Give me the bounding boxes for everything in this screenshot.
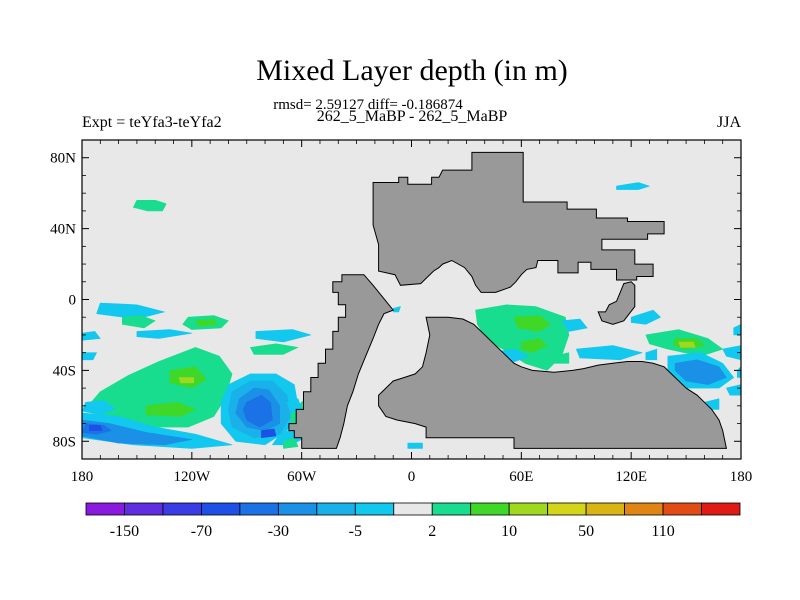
contour-patch [616, 182, 650, 190]
contour-patch [145, 401, 196, 417]
contour-patch [407, 442, 423, 449]
colorbar-swatch [470, 502, 510, 516]
colorbar-swatch [124, 502, 164, 516]
colorbar-label: -70 [191, 523, 212, 540]
right-label: JJA [717, 114, 741, 131]
colorbar-label: 110 [651, 523, 674, 540]
colorbar-swatch [547, 502, 587, 516]
colorbar-swatch [354, 502, 395, 516]
contour-patch [283, 437, 299, 449]
colorbar-swatch [701, 502, 741, 516]
contour-patch [242, 394, 273, 428]
contour-patch [136, 329, 193, 339]
colorbar-label: 10 [501, 523, 517, 540]
contour-patch [255, 329, 312, 343]
contour-patch [392, 306, 401, 313]
contour-patch [678, 341, 696, 348]
colorbar-swatch [316, 502, 356, 516]
x-tick-label: 120E [615, 469, 647, 485]
northern-landmass [372, 151, 665, 293]
contour-patch [553, 352, 570, 364]
y-tick-label: 40S [53, 363, 76, 379]
contour-patch [674, 359, 727, 385]
colorbar-label: 2 [428, 523, 436, 540]
colorbar-swatch [393, 502, 433, 516]
colorbar-swatch [162, 502, 202, 516]
contour-patch [96, 302, 165, 320]
contour-patch [645, 348, 658, 361]
colorbar-swatch [201, 502, 241, 516]
contour-patch [575, 345, 643, 361]
chart-title: Mixed Layer depth (in m) [256, 54, 568, 87]
contour-patch [513, 315, 551, 332]
colorbar-swatch [624, 502, 664, 516]
y-tick-label: 40N [50, 222, 76, 238]
subtitle-center: 262_5_MaBP - 262_5_MaBP [317, 108, 508, 125]
y-tick-label: 0 [69, 293, 77, 309]
colorbar-swatch [277, 502, 318, 516]
colorbar-swatch [585, 502, 625, 516]
east-peninsula [597, 281, 636, 325]
colorbar-label: -30 [268, 523, 289, 540]
x-tick-label: 180 [730, 469, 753, 485]
contour-patch [520, 338, 548, 354]
x-tick-label: 60W [287, 469, 317, 485]
contour-patch [178, 377, 194, 384]
axes: 180 120W 60W 0 60E 120E 180 80N 40N 0 40S 80S [50, 139, 753, 485]
southwest-landmass [288, 274, 395, 449]
colorbar-swatch [85, 502, 125, 516]
contour-patch [630, 309, 661, 325]
colorbar-label: 50 [578, 523, 594, 540]
x-tick-label: 60E [509, 469, 533, 485]
colorbar-label: -5 [349, 523, 362, 540]
colorbar-swatch [508, 502, 549, 516]
y-tick-label: 80N [50, 151, 76, 167]
contour-patch [81, 400, 116, 416]
colorbar-swatch [431, 502, 472, 516]
contour-patch [81, 419, 193, 446]
contour-patch [561, 318, 588, 332]
colorbar: -150 -70 -30 -5 2 10 50 110 [85, 502, 741, 540]
stats-line: rmsd= 2.59127 diff= -0.186874 [273, 97, 463, 113]
contour-patch [250, 343, 299, 355]
x-tick-label: 180 [71, 469, 94, 485]
southeast-landmass [378, 316, 728, 449]
left-label: Expt = teYfa3-teYfa2 [82, 114, 222, 131]
contour-patch [261, 428, 277, 439]
colorbar-swatch [662, 502, 702, 516]
contour-patch [122, 315, 156, 329]
x-tick-label: 0 [408, 469, 416, 485]
landmasses [288, 151, 728, 449]
x-tick-label: 120W [173, 469, 211, 485]
contour-patch [89, 424, 103, 431]
contour-patch [133, 200, 167, 212]
colorbar-label: -150 [110, 523, 139, 540]
colorbar-swatch [239, 502, 279, 516]
contour-patch [195, 318, 218, 327]
y-tick-label: 80S [53, 434, 76, 450]
